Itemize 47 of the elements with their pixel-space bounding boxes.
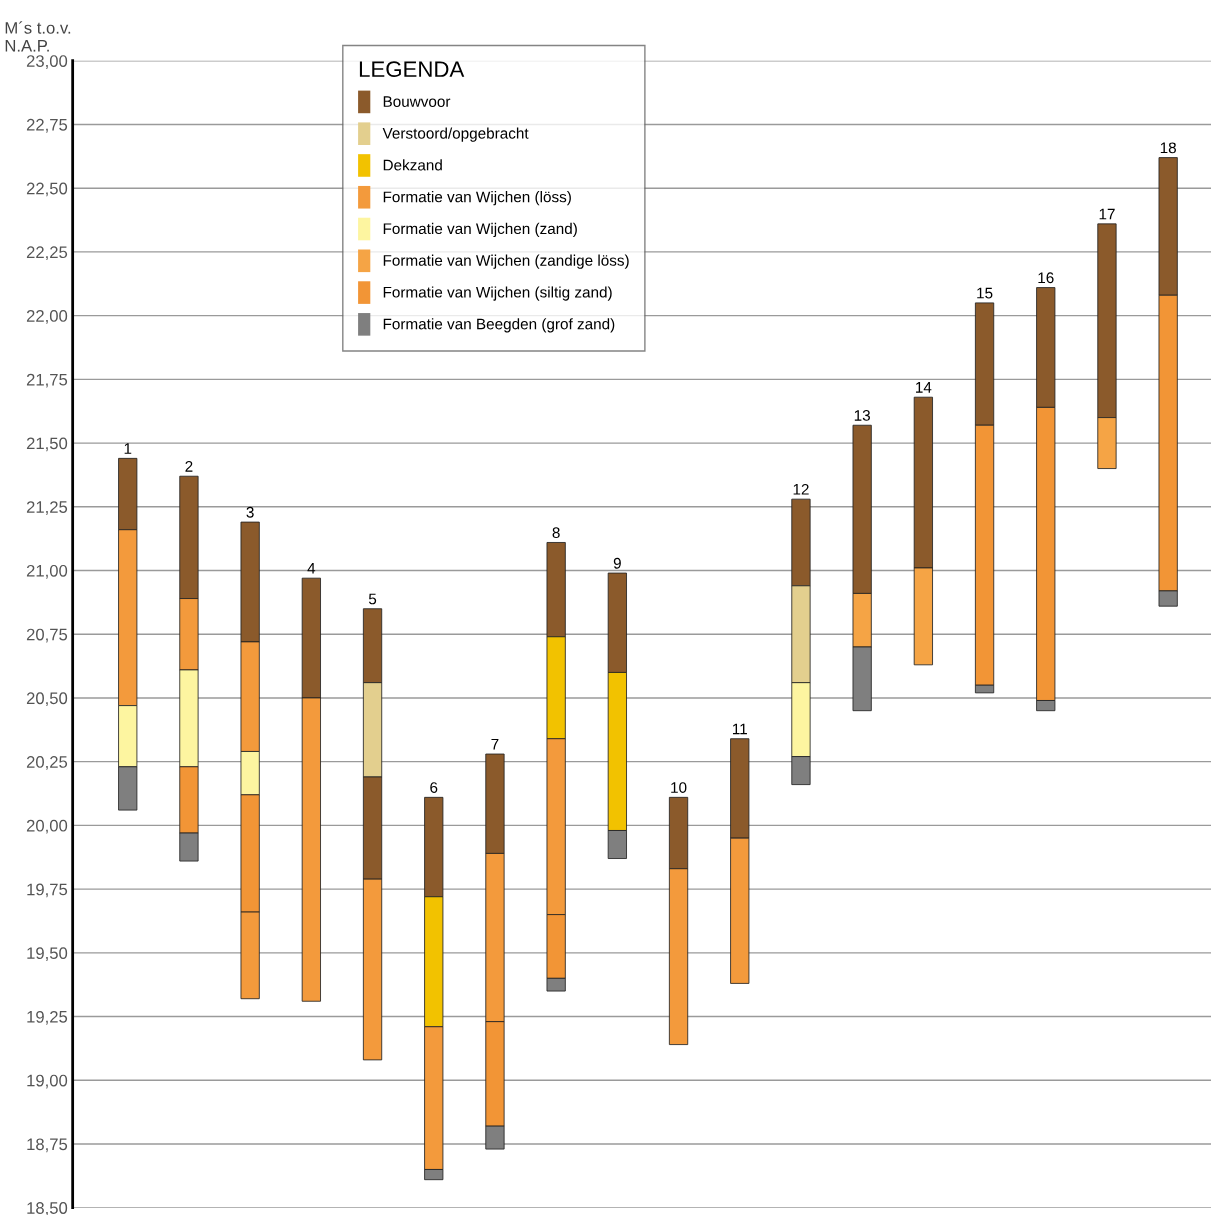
x-tick-label: 2 bbox=[185, 460, 193, 472]
y-axis-title: M´s t.o.v. N.A.P. bbox=[5, 21, 71, 52]
y-tick-label: 19,25 bbox=[27, 1010, 68, 1025]
y-tick-label: 20,00 bbox=[26, 819, 68, 834]
legend-label: Bouwvoor bbox=[383, 96, 451, 107]
legend-label: Dekzand bbox=[383, 159, 442, 171]
x-tick-label: 11 bbox=[732, 723, 747, 735]
x-tick-label: 7 bbox=[491, 738, 499, 750]
x-tick-label: 6 bbox=[430, 782, 438, 793]
x-tick-label: 5 bbox=[368, 593, 377, 605]
x-tick-label: 10 bbox=[671, 782, 687, 793]
y-tick-label: 22,00 bbox=[26, 310, 68, 324]
legend-label: Formatie van Wijchen (löss) bbox=[383, 191, 571, 206]
y-tick-label: 22,75 bbox=[26, 118, 68, 133]
y-tick-label: 22,50 bbox=[26, 182, 68, 197]
legend-label: Formatie van Beegden (grof zand) bbox=[383, 318, 615, 333]
x-tick-label: 3 bbox=[246, 506, 254, 518]
x-tick-label: 9 bbox=[613, 557, 621, 569]
y-tick-label: 21,00 bbox=[26, 564, 68, 579]
y-tick-label: 23,00 bbox=[26, 55, 68, 69]
y-tick-label: 22,25 bbox=[26, 246, 68, 261]
x-tick-label: 4 bbox=[307, 563, 316, 574]
y-tick-label: 20,50 bbox=[26, 692, 68, 707]
y-tick-label: 18,50 bbox=[27, 1202, 68, 1215]
x-tick-label: 18 bbox=[1160, 142, 1176, 154]
y-tick-label: 20,25 bbox=[26, 756, 68, 770]
legend-label: Verstoord/opgebracht bbox=[382, 127, 529, 142]
y-tick-label: 19,75 bbox=[27, 883, 68, 898]
legend-label: Formatie van Wijchen (zandige löss) bbox=[383, 254, 629, 269]
x-tick-label: 15 bbox=[977, 287, 993, 299]
y-tick-label: 18,75 bbox=[27, 1138, 68, 1153]
legend-label: Formatie van Wijchen (zand) bbox=[383, 222, 577, 238]
x-tick-label: 14 bbox=[916, 382, 932, 393]
x-tick-label: 8 bbox=[552, 527, 560, 539]
x-tick-label: 13 bbox=[854, 410, 870, 421]
y-tick-label: 21,50 bbox=[26, 437, 68, 452]
y-tick-label: 19,50 bbox=[27, 947, 68, 961]
y-tick-label: 19,00 bbox=[27, 1074, 68, 1089]
x-tick-label: 1 bbox=[124, 443, 132, 454]
legend-label: Formatie van Wijchen (siltig zand) bbox=[383, 286, 612, 301]
y-tick-label: 21,75 bbox=[26, 373, 68, 388]
x-tick-label: 17 bbox=[1099, 208, 1115, 220]
legend-title: LEGENDA bbox=[359, 61, 465, 78]
y-tick-label: 21,25 bbox=[26, 501, 68, 515]
x-tick-label: 12 bbox=[793, 483, 809, 495]
y-tick-label: 20,75 bbox=[26, 628, 68, 643]
x-tick-label: 16 bbox=[1038, 272, 1054, 284]
